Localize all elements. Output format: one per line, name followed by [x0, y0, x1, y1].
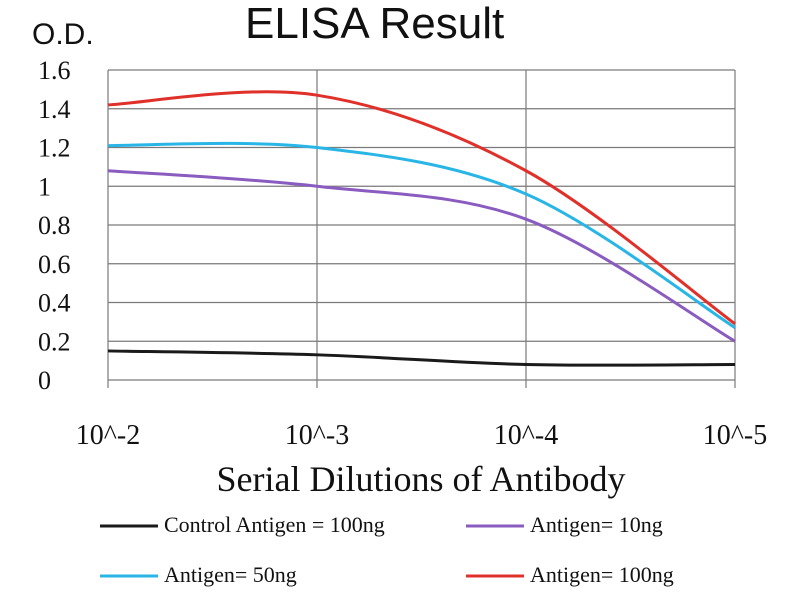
x-tick-label: 10^-3 [285, 420, 349, 451]
y-tick-label: 0.2 [38, 327, 71, 356]
legend-label: Antigen= 50ng [164, 562, 297, 587]
x-axis-label: Serial Dilutions of Antibody [217, 459, 626, 499]
series-lines [107, 90, 736, 367]
legend-label: Antigen= 10ng [530, 512, 663, 537]
y-tick-label: 1.4 [38, 95, 71, 124]
series-line [107, 141, 736, 329]
x-tick-label: 10^-5 [703, 420, 767, 451]
legend-label: Antigen= 100ng [530, 562, 674, 587]
y-tick-label: 1 [38, 172, 51, 201]
series-line [107, 90, 736, 326]
x-tick-label: 10^-4 [494, 420, 558, 451]
y-tick-label: 1.6 [38, 56, 71, 85]
y-tick-labels: 0 0.2 0.4 0.6 0.8 1 1.2 1.4 1.6 [38, 56, 71, 395]
plot-grid [107, 69, 736, 388]
legend-label: Control Antigen = 100ng [164, 512, 385, 537]
y-tick-label: 0.8 [38, 211, 71, 240]
y-tick-label: 0.4 [38, 289, 71, 318]
y-axis-label: O.D. [32, 18, 94, 51]
y-tick-label: 0.6 [38, 250, 71, 279]
y-tick-label: 0 [38, 366, 51, 395]
chart-title: ELISA Result [245, 0, 504, 48]
legend: Control Antigen = 100ng Antigen= 10ng Anti… [100, 512, 674, 587]
x-tick-label: 10^-2 [76, 420, 140, 451]
y-tick-label: 1.2 [38, 134, 71, 163]
series-line [107, 349, 736, 367]
series-line [107, 169, 736, 343]
x-tick-labels: 10^-2 10^-3 10^-4 10^-5 [76, 420, 767, 451]
